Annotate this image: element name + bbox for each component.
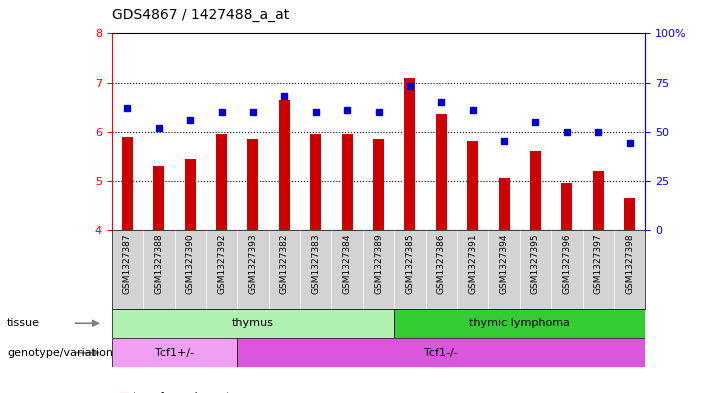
Text: GSM1327383: GSM1327383 bbox=[311, 234, 320, 294]
Text: genotype/variation: genotype/variation bbox=[7, 348, 113, 358]
Bar bbox=[216, 134, 227, 230]
Text: GSM1327385: GSM1327385 bbox=[405, 234, 415, 294]
Text: GDS4867 / 1427488_a_at: GDS4867 / 1427488_a_at bbox=[112, 7, 289, 22]
Bar bbox=[562, 183, 572, 230]
Text: GSM1327387: GSM1327387 bbox=[123, 234, 132, 294]
Bar bbox=[237, 338, 645, 367]
Text: tissue: tissue bbox=[7, 318, 40, 328]
Text: GSM1327384: GSM1327384 bbox=[342, 234, 352, 294]
Bar bbox=[247, 139, 258, 230]
Bar bbox=[122, 136, 133, 230]
Bar bbox=[185, 159, 195, 230]
Text: Tcf1+/-: Tcf1+/- bbox=[155, 348, 194, 358]
Text: GSM1327395: GSM1327395 bbox=[531, 234, 540, 294]
Text: GSM1327388: GSM1327388 bbox=[154, 234, 164, 294]
Bar bbox=[593, 171, 603, 230]
Bar bbox=[279, 100, 290, 230]
Bar bbox=[624, 198, 635, 230]
Bar bbox=[112, 309, 394, 338]
Bar bbox=[394, 309, 645, 338]
Text: GSM1327396: GSM1327396 bbox=[562, 234, 571, 294]
Bar bbox=[499, 178, 510, 230]
Text: thymus: thymus bbox=[232, 318, 274, 328]
Text: GSM1327398: GSM1327398 bbox=[625, 234, 634, 294]
Text: GSM1327389: GSM1327389 bbox=[374, 234, 383, 294]
Text: GSM1327394: GSM1327394 bbox=[500, 234, 508, 294]
Text: Tcf1-/-: Tcf1-/- bbox=[425, 348, 458, 358]
Text: GSM1327386: GSM1327386 bbox=[437, 234, 446, 294]
Bar bbox=[373, 139, 384, 230]
Text: GSM1327392: GSM1327392 bbox=[217, 234, 226, 294]
Bar bbox=[467, 141, 478, 230]
Text: ■: ■ bbox=[119, 392, 130, 393]
Text: thymic lymphoma: thymic lymphoma bbox=[469, 318, 570, 328]
Text: GSM1327393: GSM1327393 bbox=[249, 234, 257, 294]
Text: transformed count: transformed count bbox=[133, 392, 231, 393]
Bar bbox=[154, 166, 164, 230]
Text: GSM1327397: GSM1327397 bbox=[593, 234, 603, 294]
Text: GSM1327390: GSM1327390 bbox=[186, 234, 195, 294]
Bar bbox=[342, 134, 353, 230]
Text: GSM1327382: GSM1327382 bbox=[280, 234, 289, 294]
Text: GSM1327391: GSM1327391 bbox=[468, 234, 477, 294]
Bar bbox=[435, 114, 447, 230]
Bar bbox=[530, 151, 541, 230]
Bar bbox=[404, 77, 415, 230]
Bar bbox=[310, 134, 322, 230]
Bar bbox=[112, 338, 237, 367]
